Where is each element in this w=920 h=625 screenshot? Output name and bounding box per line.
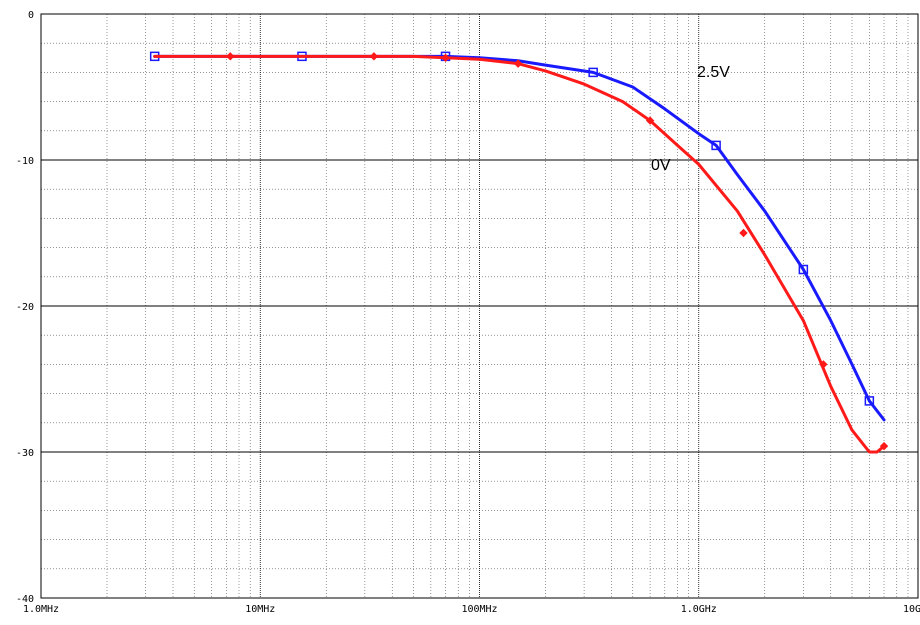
series-marker-0v: [226, 52, 235, 61]
series-marker-2-5v: [711, 140, 721, 151]
series-marker-2-5v: [864, 396, 875, 406]
series-marker-0v: [441, 53, 450, 63]
y-tick-label: 0: [28, 10, 34, 21]
y-tick-label: -10: [16, 156, 34, 167]
series-marker-0v: [819, 360, 828, 369]
y-tick-label: -20: [16, 302, 34, 313]
series-marker-0v: [645, 116, 655, 125]
y-tick-labels: 0 -10 -20 -30 -40: [16, 10, 34, 605]
x-tick-label: 1.0MHz: [23, 604, 59, 615]
x-tick-label: 10GHz: [903, 604, 920, 615]
series-label-2-5v: 2.5V: [697, 64, 730, 81]
series-marker-0v: [879, 441, 889, 451]
x-tick-label: 1.0GHz: [681, 604, 717, 615]
series-marker-0v: [739, 228, 748, 238]
y-tick-label: -30: [16, 448, 34, 459]
series-marker-2-5v: [798, 264, 809, 275]
series-marker-0v: [369, 52, 379, 61]
series-marker-2-5v: [588, 67, 598, 78]
x-tick-label: 100MHz: [461, 604, 497, 615]
series-label-0v: 0V: [651, 157, 671, 174]
series-marker-0v: [513, 59, 523, 68]
y-tick-label: -40: [16, 594, 34, 605]
x-tick-labels: 1.0MHz 10MHz 100MHz 1.0GHz 10GHz: [23, 604, 920, 615]
series-layer: [149, 51, 889, 454]
x-tick-label: 10MHz: [245, 604, 275, 615]
plot-frame: [40, 13, 919, 599]
